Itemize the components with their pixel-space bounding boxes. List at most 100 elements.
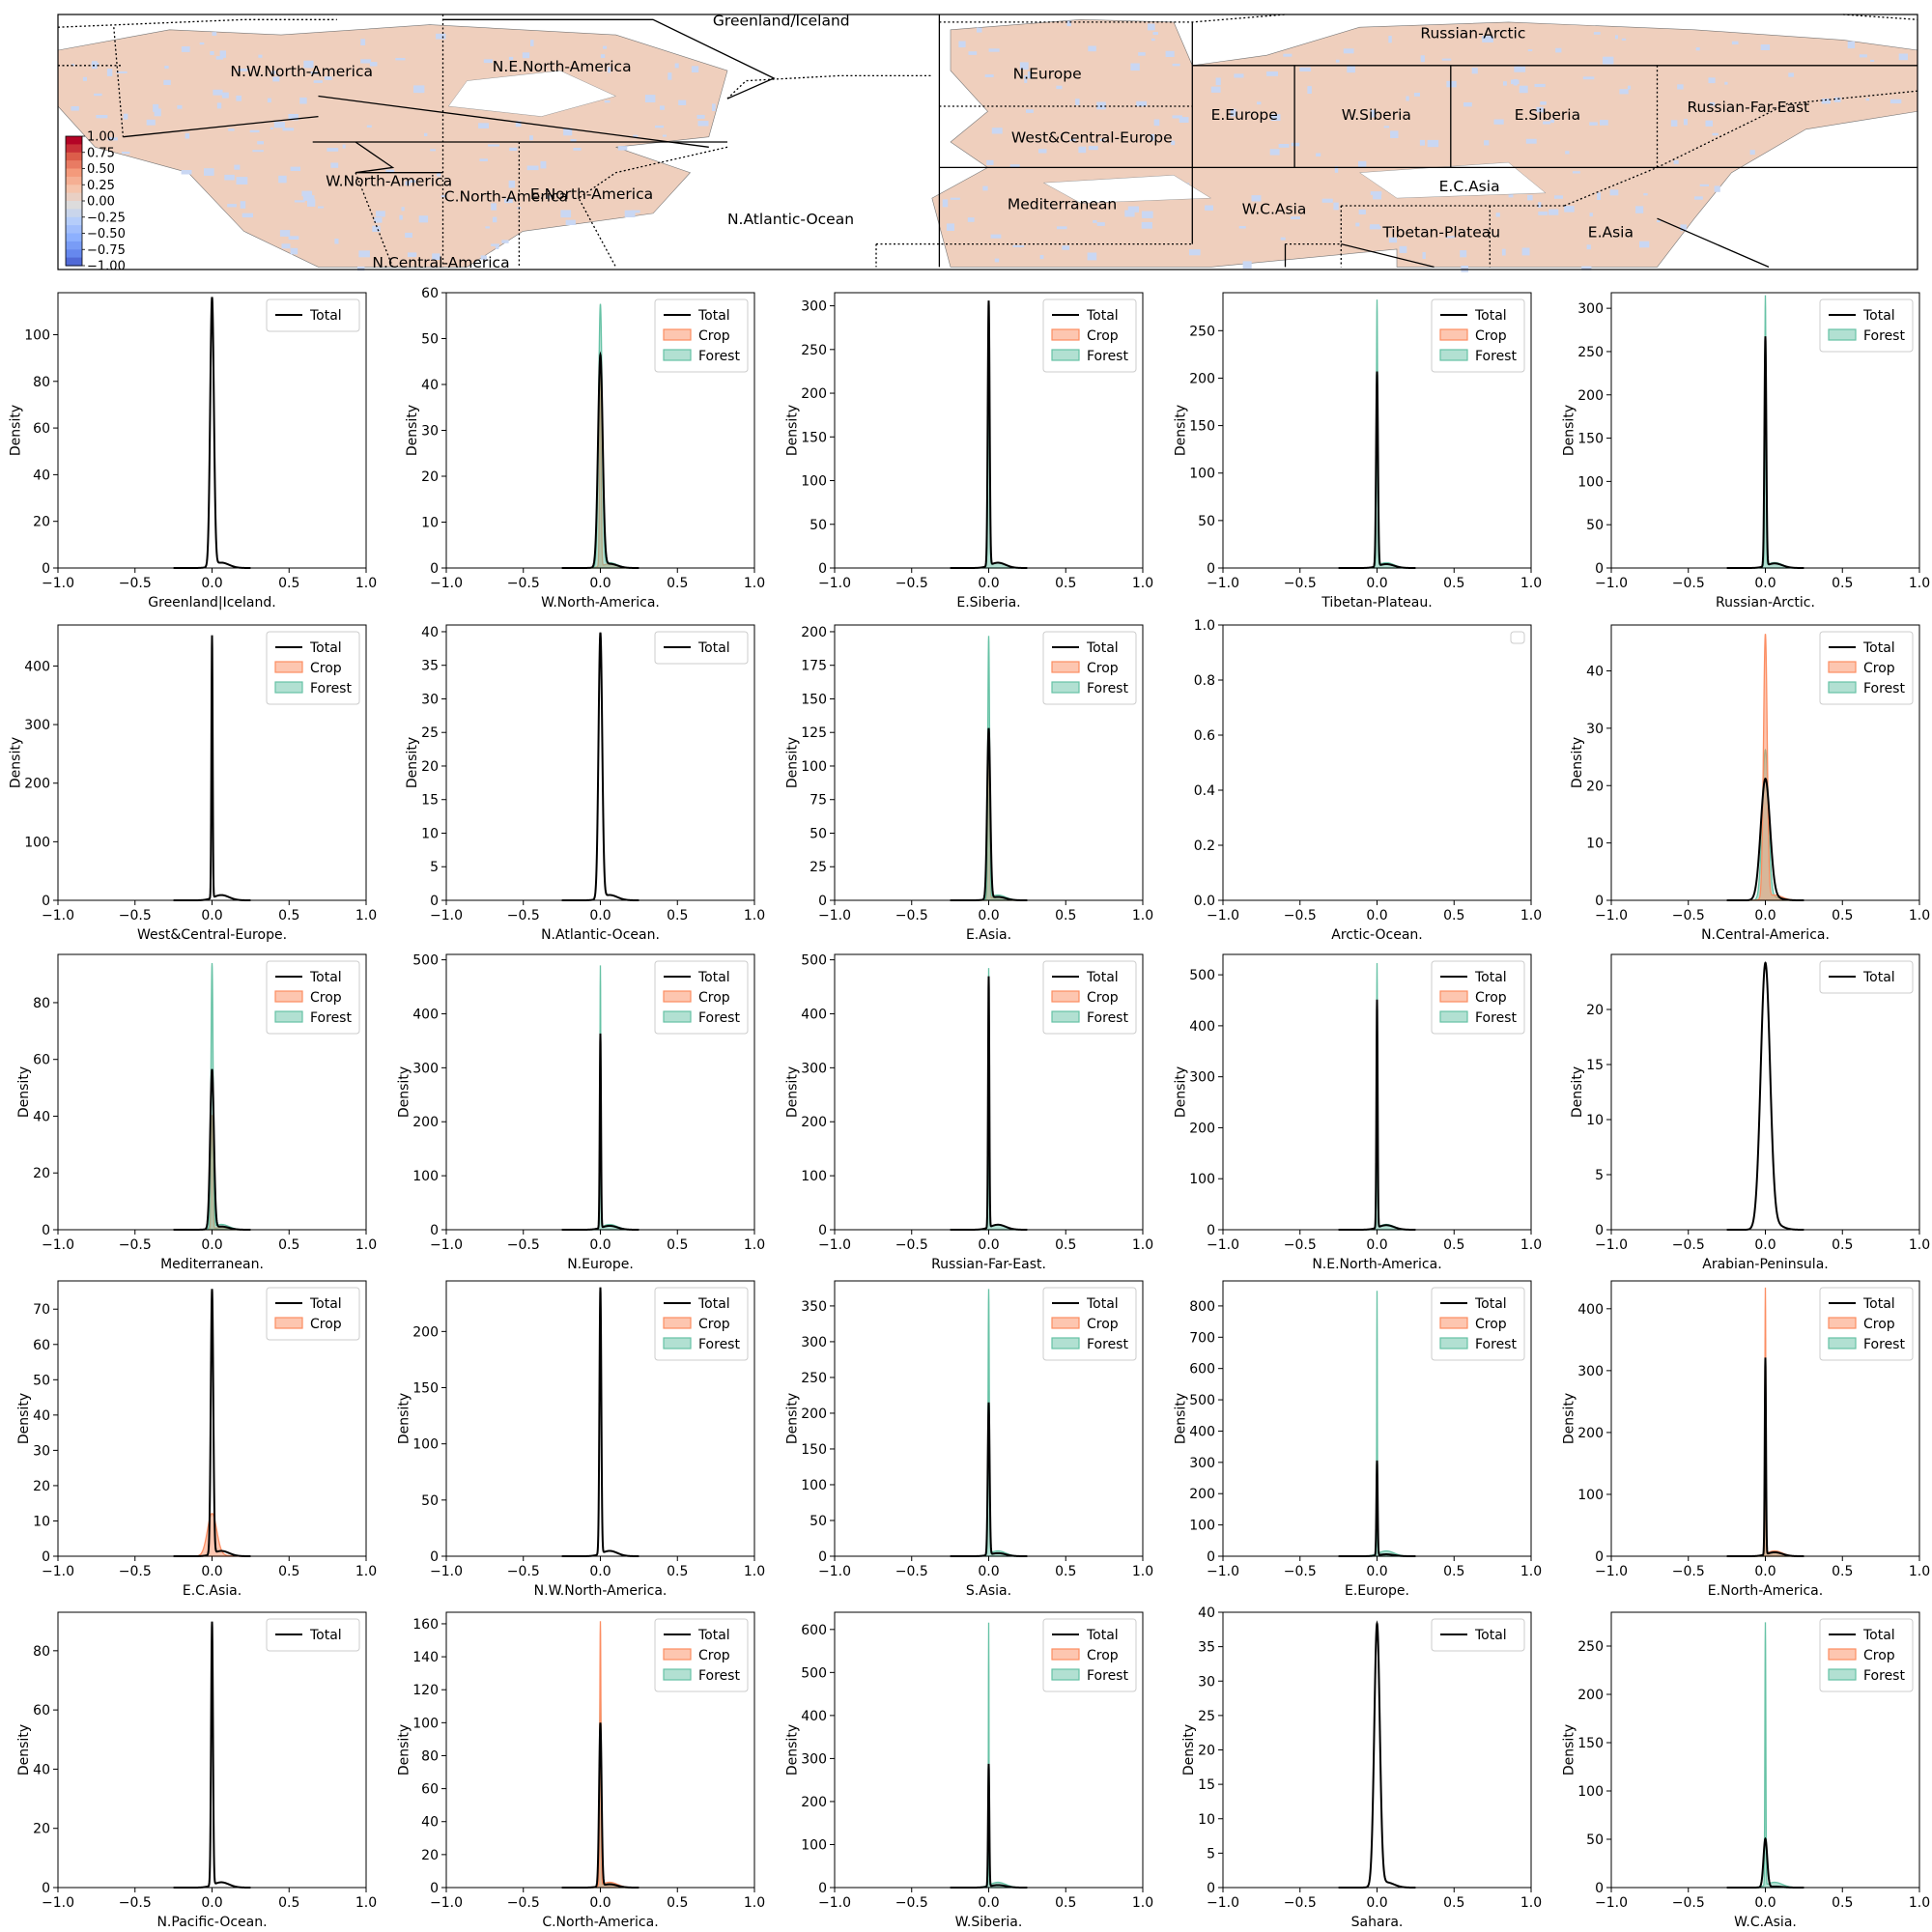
- map-negative-cell: [1460, 250, 1467, 258]
- map-negative-cell: [655, 125, 664, 128]
- y-tick-label: 20: [1586, 779, 1604, 794]
- map-region-label: West&Central-Europe: [1011, 129, 1173, 147]
- density-panel: −1.0 −0.5 0.0 0.5 1.0 0 20 40 60 80 N.Pacific-Ocea…: [16, 1611, 377, 1930]
- x-tick-label: 0.0: [1754, 908, 1776, 923]
- x-axis-label: Tibetan-Plateau.: [1321, 595, 1432, 611]
- legend-forest-swatch: [1828, 328, 1857, 341]
- y-tick-label: 200: [1189, 371, 1215, 386]
- legend-forest-swatch: [1828, 1668, 1857, 1681]
- map-negative-cell: [547, 195, 551, 199]
- y-tick-label: 40: [421, 378, 439, 393]
- map-negative-cell: [563, 128, 573, 136]
- map-negative-cell: [1555, 47, 1562, 53]
- x-tick-label: −1.0: [430, 576, 463, 591]
- map-region-label: C.North-America: [444, 187, 568, 205]
- map-negative-cell: [632, 210, 640, 213]
- map-negative-cell: [303, 60, 314, 69]
- x-tick-label: −0.5: [1284, 576, 1317, 591]
- x-tick-label: 0.0: [978, 1237, 999, 1253]
- map-negative-cell: [107, 137, 118, 141]
- map-negative-cell: [307, 199, 316, 207]
- y-tick-label: 30: [421, 424, 439, 440]
- legend-label: Total: [697, 1628, 730, 1643]
- y-tick-label: 20: [33, 1166, 50, 1181]
- x-tick-label: −1.0: [1207, 576, 1239, 591]
- y-tick-label: 0.0: [1194, 894, 1215, 909]
- y-tick-label: 0: [42, 1223, 50, 1238]
- x-axis-label: West&Central-Europe.: [137, 927, 287, 943]
- map-negative-cell: [1270, 114, 1281, 121]
- x-tick-label: −1.0: [42, 1237, 74, 1253]
- map-negative-cell: [950, 197, 960, 200]
- legend-crop-swatch: [1439, 1317, 1468, 1329]
- map-negative-cell: [1316, 153, 1321, 156]
- map-negative-cell: [495, 245, 499, 249]
- legend-label: Total: [1862, 970, 1895, 985]
- map-negative-cell: [358, 250, 370, 258]
- map-negative-cell: [1153, 119, 1160, 127]
- x-tick-label: −0.5: [1284, 1237, 1317, 1253]
- density-panel: −1.0 −0.5 0.0 0.5 1.0 0 100 200 300 400 West&Centr…: [9, 624, 377, 943]
- map-negative-cell: [479, 158, 488, 161]
- map-negative-cell: [1621, 38, 1627, 41]
- x-tick-label: 0.5: [278, 576, 299, 591]
- colorbar-tick-label: −0.50: [87, 227, 126, 242]
- map-negative-cell: [946, 223, 954, 231]
- legend-label: Crop: [698, 990, 730, 1006]
- colorbar-segment-blend: [66, 209, 82, 218]
- x-tick-label: 0.5: [278, 1564, 299, 1579]
- map-negative-cell: [1075, 99, 1080, 105]
- legend-label: Forest: [310, 681, 352, 696]
- legend-label: Crop: [698, 1648, 730, 1663]
- y-tick-label: 100: [801, 1478, 827, 1493]
- colorbar-tick-label: 0.75: [87, 146, 115, 160]
- map-negative-cell: [238, 69, 248, 71]
- density-panel: −1.0 −0.5 0.0 0.5 1.0 0 100 200 300 400 500 Russian…: [785, 953, 1154, 1272]
- map-region-boundary-24: [1657, 90, 1918, 168]
- x-tick-label: 0.0: [589, 1564, 611, 1579]
- y-tick-label: 400: [801, 1709, 827, 1724]
- map-negative-cell: [508, 180, 516, 188]
- x-tick-label: 1.0: [1520, 1237, 1542, 1253]
- map-negative-cell: [96, 115, 108, 119]
- x-tick-label: 0.5: [1443, 908, 1464, 923]
- density-panel: −1.0 −0.5 0.0 0.5 1.0 0 20 40 60 80 Mediterranean.…: [16, 953, 377, 1272]
- map-negative-cell: [1024, 75, 1028, 83]
- x-tick-label: 1.0: [355, 1237, 377, 1253]
- legend-forest-swatch: [1439, 349, 1468, 361]
- colorbar-tick-label: −0.75: [87, 243, 126, 258]
- map-negative-cell: [1657, 220, 1661, 223]
- map-negative-cell: [318, 206, 325, 209]
- map-negative-cell: [164, 66, 169, 70]
- legend-label: Total: [1474, 970, 1507, 985]
- legend: Total: [1431, 1618, 1525, 1652]
- legend: Total Crop Forest: [266, 960, 360, 1035]
- x-tick-label: −1.0: [1207, 1237, 1239, 1253]
- map-negative-cell: [240, 201, 246, 209]
- x-tick-label: 1.0: [744, 1895, 765, 1911]
- map-negative-cell: [1358, 160, 1367, 168]
- y-tick-label: 50: [810, 1514, 827, 1529]
- map-region-boundary-13: [578, 146, 728, 268]
- map-negative-cell: [288, 114, 298, 121]
- map-negative-cell: [146, 119, 156, 126]
- map-negative-cell: [213, 89, 223, 96]
- x-tick-label: 0.5: [1055, 908, 1076, 923]
- x-tick-label: 0.0: [1754, 1237, 1776, 1253]
- map-negative-cell: [1493, 119, 1504, 125]
- map-negative-cell: [1369, 225, 1381, 230]
- map-negative-cell: [330, 162, 339, 168]
- map-negative-cell: [478, 123, 489, 128]
- x-tick-label: −0.5: [1672, 908, 1705, 923]
- x-tick-label: −1.0: [430, 1237, 463, 1253]
- map-negative-cell: [1026, 109, 1034, 113]
- y-axis-label: Density: [785, 405, 801, 456]
- map-negative-cell: [1165, 50, 1175, 57]
- map-region-boundary-1: [57, 18, 337, 28]
- y-tick-label: 0: [430, 1223, 439, 1238]
- map-region-boundary-34: [1657, 217, 1770, 268]
- legend: Total Crop Forest: [654, 960, 749, 1035]
- legend-crop-swatch: [1051, 328, 1080, 341]
- map-negative-cell: [1370, 191, 1382, 195]
- map-negative-cell: [1088, 146, 1098, 151]
